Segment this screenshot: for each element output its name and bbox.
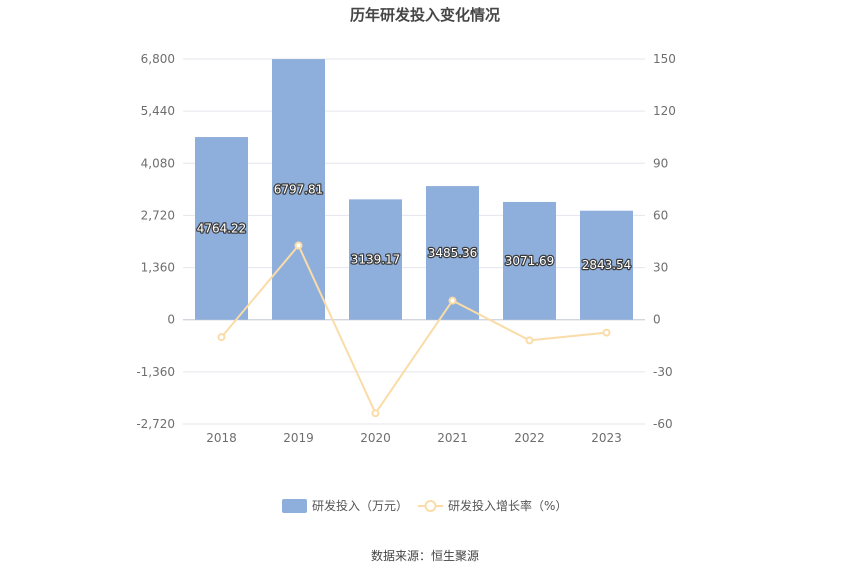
line-point [294,241,303,250]
right-tick-label: 150 [653,52,676,66]
left-axis: -2,720 -1,360 0 1,360 2,720 4,080 5,440 6,800 [136,52,175,431]
right-tick-label: -30 [653,365,673,379]
bar-data-label: 3485.36 [428,246,478,260]
bar [272,59,325,320]
x-tick-label: 2023 [591,431,622,445]
line-point [371,409,380,418]
left-tick-label: 6,800 [141,52,175,66]
right-tick-label: -60 [653,417,673,431]
bar-data-label: 2843.54 [582,258,632,272]
x-tick-label: 2019 [283,431,314,445]
x-tick-label: 2020 [360,431,391,445]
legend-label-bar: 研发投入（万元） [312,498,408,513]
left-tick-label: -2,720 [136,417,175,431]
left-tick-label: 2,720 [141,208,175,222]
line-point [448,296,457,305]
bar [195,137,248,320]
bar-data-label: 4764.22 [197,221,247,235]
legend-item-bar[interactable]: 研发投入（万元） [282,498,408,513]
bar-labels: 4764.22 6797.81 3139.17 3485.36 3071.69 2843.… [195,181,632,273]
line-point [525,336,534,345]
legend: 研发投入（万元） 研发投入增长率（%） [282,498,567,513]
left-tick-label: 4,080 [141,156,175,170]
bar [503,201,556,320]
line-point [602,328,611,337]
x-tick-label: 2018 [206,431,237,445]
right-tick-label: 90 [653,156,668,170]
left-tick-label: 0 [167,313,175,327]
line-point [217,333,226,342]
right-tick-label: 60 [653,208,668,222]
bar-series [195,59,633,320]
x-axis: 2018 2019 2020 2021 2022 2023 [206,431,622,445]
growth-line [220,243,607,416]
x-tick-label: 2021 [437,431,468,445]
left-tick-label: 1,360 [141,261,175,275]
grid [183,58,645,425]
bar-data-label: 6797.81 [274,182,324,196]
bar [580,210,633,320]
right-tick-label: 0 [653,313,661,327]
source-note: 数据来源：恒生聚源 [371,548,479,563]
x-tick-label: 2022 [514,431,545,445]
bar [349,199,402,320]
chart-title: 历年研发投入变化情况 [350,6,500,24]
legend-swatch-bar [282,499,307,513]
bar-data-label: 3071.69 [505,254,555,268]
bar-data-label: 3139.17 [351,253,401,267]
right-tick-label: 120 [653,104,676,118]
legend-item-line[interactable]: 研发投入增长率（%） [418,498,567,513]
legend-swatch-marker [424,500,437,512]
right-axis: -60 -30 0 30 60 90 120 150 [653,52,676,431]
line-series [217,241,611,418]
legend-label-line: 研发投入增长率（%） [448,498,567,513]
left-tick-label: 5,440 [141,104,175,118]
right-tick-label: 30 [653,261,668,275]
left-tick-label: -1,360 [136,365,175,379]
